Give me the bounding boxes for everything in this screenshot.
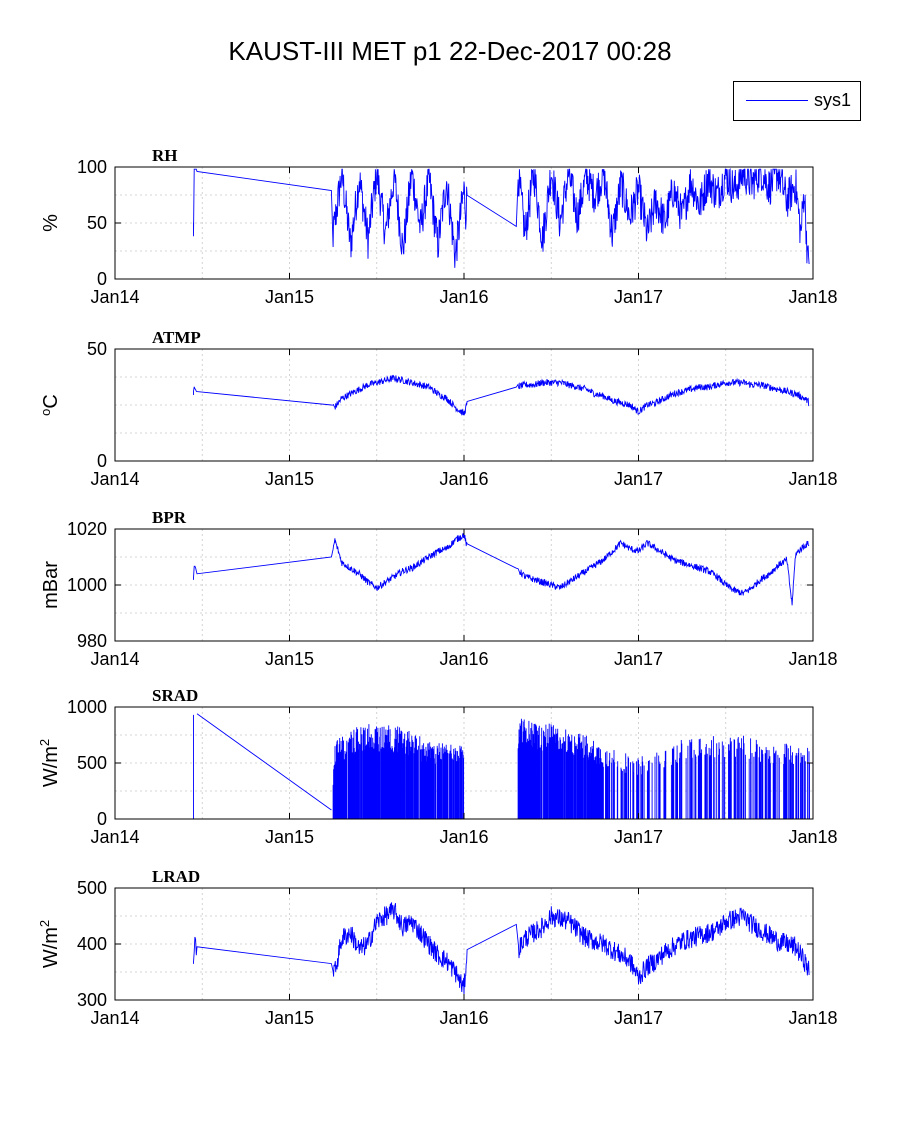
x-tick-label: Jan17 [614, 649, 663, 669]
legend-line-swatch [746, 100, 808, 101]
y-axis-label: mBar [40, 561, 62, 609]
x-tick-label: Jan15 [265, 1008, 314, 1028]
y-axis-label: oC [38, 394, 62, 416]
y-axis-label-text: W/m [40, 927, 62, 968]
y-tick-label: 1020 [67, 519, 107, 539]
y-tick-label: 0 [97, 269, 107, 289]
panel-atmp: Jan14 Jan15 Jan16 Jan17 Jan18 0 50 ATMP oC [38, 328, 838, 489]
legend-label: sys1 [814, 90, 852, 110]
x-tick-label: Jan17 [614, 287, 663, 307]
y-axis-label: W/m2 [37, 920, 62, 968]
panel-title: ATMP [152, 328, 201, 347]
y-axis-label-sup: o [38, 409, 53, 416]
data-series-sys1 [193, 167, 810, 268]
data-series-sys1 [193, 374, 810, 416]
x-tick-label: Jan16 [439, 469, 488, 489]
y-tick-label: 980 [77, 631, 107, 651]
data-series-sys1 [193, 533, 810, 606]
panel-bpr: Jan14 Jan15 Jan16 Jan17 Jan18 980 1000 1020 BPR m… [40, 508, 838, 669]
legend: sys1 [733, 81, 861, 121]
panel-lrad: Jan14 Jan15 Jan16 Jan17 Jan18 300 400 500 LRAD W/… [37, 867, 838, 1028]
x-tick-label: Jan18 [788, 469, 837, 489]
x-tick-label: Jan18 [788, 827, 837, 847]
x-tick-label: Jan15 [265, 827, 314, 847]
x-tick-label: Jan15 [265, 469, 314, 489]
panel-rh: Jan14 Jan15 Jan16 Jan17 Jan18 0 50 100 RH% [40, 146, 838, 307]
x-tick-label: Jan14 [90, 1008, 139, 1028]
y-tick-label: 50 [87, 213, 107, 233]
y-tick-label: 1000 [67, 575, 107, 595]
x-tick-label: Jan17 [614, 469, 663, 489]
panel-title: BPR [152, 508, 187, 527]
data-series-sys1 [193, 901, 810, 997]
y-tick-label: 300 [77, 990, 107, 1010]
y-tick-label: 400 [77, 934, 107, 954]
x-tick-label: Jan14 [90, 649, 139, 669]
y-tick-label: 0 [97, 451, 107, 471]
x-tick-label: Jan14 [90, 827, 139, 847]
panel-title: RH [152, 146, 178, 165]
y-axis-label-sup: 2 [37, 739, 52, 746]
x-tick-label: Jan16 [439, 827, 488, 847]
x-tick-label: Jan16 [439, 287, 488, 307]
x-tick-label: Jan18 [788, 649, 837, 669]
panel-title: LRAD [152, 867, 200, 886]
y-axis-label: W/m2 [37, 739, 62, 787]
y-axis-label: % [40, 214, 62, 232]
x-tick-label: Jan18 [788, 1008, 837, 1028]
x-tick-label: Jan17 [614, 827, 663, 847]
x-tick-label: Jan16 [439, 1008, 488, 1028]
x-tick-label: Jan18 [788, 287, 837, 307]
data-series-sys1 [193, 713, 810, 820]
x-tick-label: Jan14 [90, 469, 139, 489]
panel-srad: Jan14 Jan15 Jan16 Jan17 Jan18 0 500 1000 SRAD W/m… [37, 686, 838, 847]
y-tick-label: 50 [87, 339, 107, 359]
y-tick-label: 500 [77, 878, 107, 898]
y-axis-label-text: C [40, 394, 62, 408]
panel-title: SRAD [152, 686, 198, 705]
x-tick-label: Jan14 [90, 287, 139, 307]
x-tick-label: Jan16 [439, 649, 488, 669]
y-tick-label: 100 [77, 157, 107, 177]
y-tick-label: 1000 [67, 697, 107, 717]
y-axis-label-text: W/m [40, 746, 62, 787]
y-tick-label: 0 [97, 809, 107, 829]
y-tick-label: 500 [77, 753, 107, 773]
y-axis-label-sup: 2 [37, 920, 52, 927]
x-tick-label: Jan15 [265, 649, 314, 669]
figure-title: KAUST-III MET p1 22-Dec-2017 00:28 [228, 36, 672, 66]
x-tick-label: Jan17 [614, 1008, 663, 1028]
x-tick-label: Jan15 [265, 287, 314, 307]
